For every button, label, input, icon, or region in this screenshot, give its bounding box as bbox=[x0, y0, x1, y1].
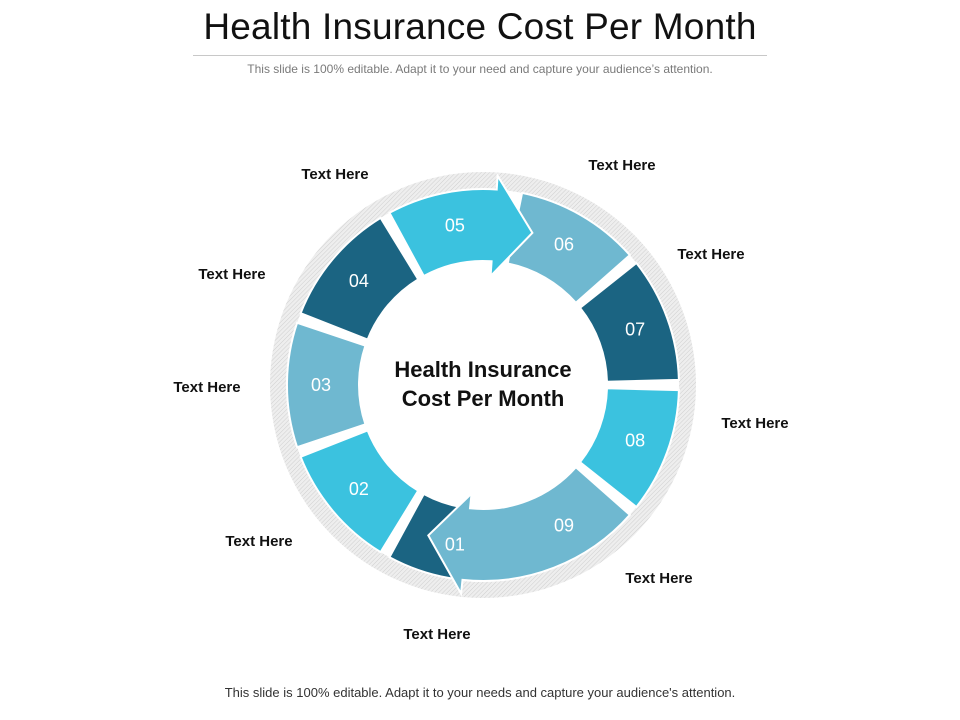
slide-subtitle: This slide is 100% editable. Adapt it to… bbox=[247, 62, 713, 76]
segment-09 bbox=[427, 465, 632, 597]
label-group: Text Here Text Here Text Here Text Here Text… bbox=[173, 157, 788, 643]
segment-04 bbox=[299, 216, 420, 341]
segment-number-04: 04 bbox=[349, 271, 369, 291]
slide-title: Health Insurance Cost Per Month bbox=[203, 6, 757, 47]
slide-footer: This slide is 100% editable. Adapt it to… bbox=[224, 685, 736, 700]
segment-number-08: 08 bbox=[625, 430, 645, 450]
segment-number-02: 02 bbox=[349, 479, 369, 499]
segment-label-06: Text Here bbox=[721, 415, 788, 432]
segment-number-07: 07 bbox=[625, 320, 645, 340]
segment-label-05: Text Here bbox=[677, 246, 744, 263]
segment-label-04: Text Here bbox=[588, 157, 655, 174]
center-title-line2: Cost Per Month bbox=[402, 386, 565, 411]
segment-label-09: Text Here bbox=[225, 533, 292, 550]
segment-number-01: 01 bbox=[445, 535, 465, 555]
segment-02 bbox=[299, 429, 420, 554]
segment-label-08: Text Here bbox=[403, 626, 470, 643]
segment-label-02: Text Here bbox=[198, 266, 265, 283]
segment-label-07: Text Here bbox=[625, 570, 692, 587]
center-title-line1: Health Insurance bbox=[394, 357, 571, 382]
segment-03 bbox=[286, 321, 367, 449]
segment-number-06: 06 bbox=[554, 235, 574, 255]
segment-08 bbox=[578, 387, 680, 509]
segment-07 bbox=[578, 261, 680, 383]
segment-label-03: Text Here bbox=[301, 166, 368, 183]
title-divider bbox=[193, 55, 767, 56]
segment-number-03: 03 bbox=[311, 375, 331, 395]
segment-number-05: 05 bbox=[445, 216, 465, 236]
segment-group: 01 02 03 04 05 06 07 08 09 bbox=[286, 172, 680, 597]
segment-06 bbox=[506, 191, 632, 305]
segment-number-09: 09 bbox=[554, 515, 574, 535]
segment-label-01: Text Here bbox=[173, 379, 240, 396]
segment-05 bbox=[388, 172, 534, 279]
